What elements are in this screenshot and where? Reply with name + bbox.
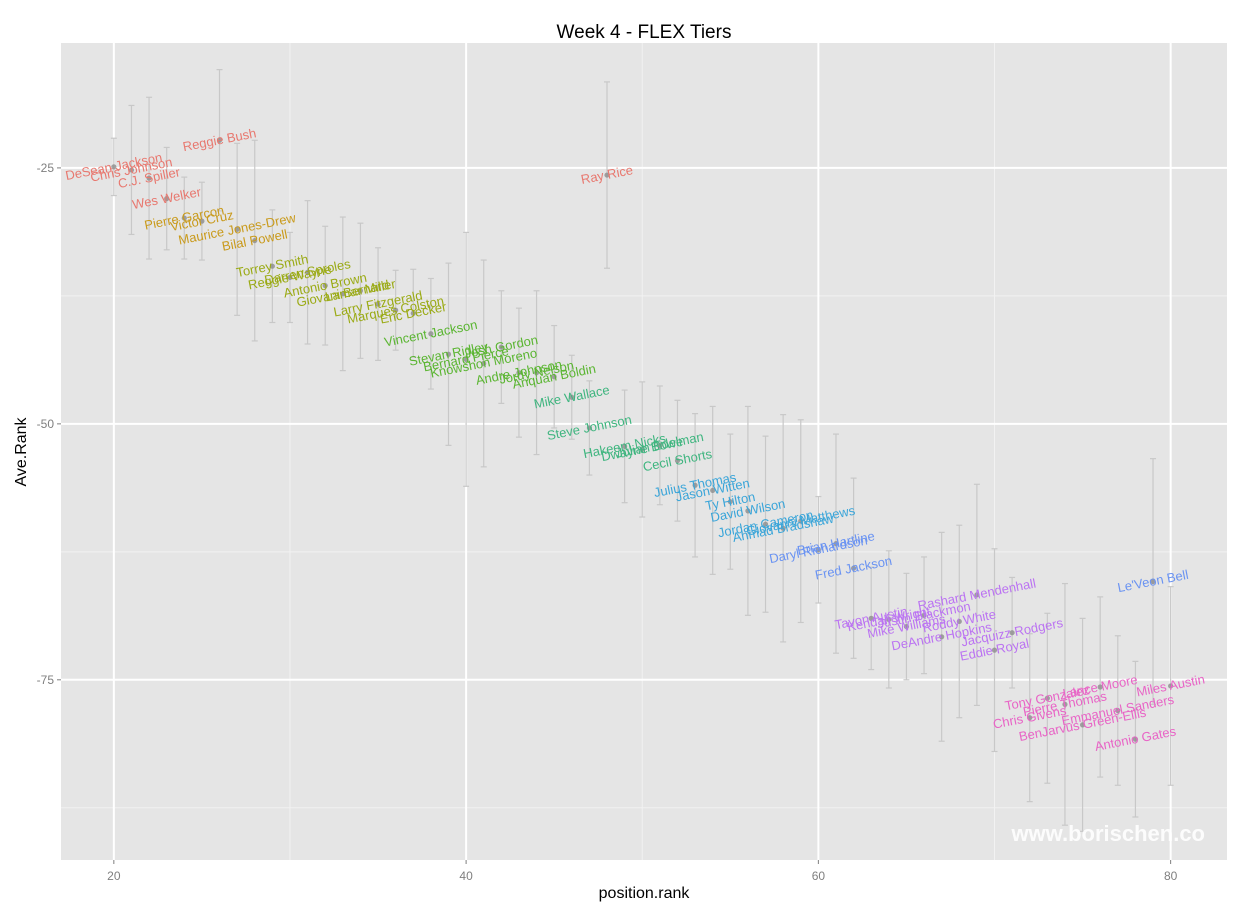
y-axis-ticks: -25 -50 -75 xyxy=(37,161,61,687)
data-point xyxy=(921,612,927,618)
data-point xyxy=(868,615,874,621)
data-point xyxy=(991,647,998,653)
data-point xyxy=(939,634,945,640)
y-axis-title: Ave.Rank xyxy=(13,416,30,486)
data-point xyxy=(463,356,469,362)
data-point xyxy=(569,394,575,400)
data-point xyxy=(833,541,839,547)
data-point xyxy=(498,344,504,350)
data-point xyxy=(622,443,628,449)
data-point xyxy=(1150,578,1156,585)
data-point xyxy=(1027,715,1033,721)
x-tick-label: 60 xyxy=(812,869,826,883)
data-point xyxy=(340,291,346,297)
watermark: www.borischen.co xyxy=(1010,821,1205,846)
data-point xyxy=(269,263,275,269)
x-axis-title: position.rank xyxy=(599,885,691,902)
data-point xyxy=(445,351,452,357)
data-point xyxy=(1044,695,1050,701)
x-tick-label: 20 xyxy=(107,869,121,883)
data-point xyxy=(886,616,892,623)
x-tick-label: 80 xyxy=(1164,869,1178,883)
data-point xyxy=(128,167,135,173)
data-point xyxy=(533,370,540,376)
data-point xyxy=(481,360,487,367)
data-point xyxy=(410,310,416,316)
data-point xyxy=(727,499,733,505)
data-point xyxy=(304,269,311,275)
data-point xyxy=(604,172,610,178)
data-point xyxy=(216,137,223,143)
data-point xyxy=(674,458,681,464)
y-tick-label: -50 xyxy=(37,417,55,431)
data-point xyxy=(586,425,592,431)
data-point xyxy=(287,274,293,281)
data-point xyxy=(956,618,962,625)
data-point xyxy=(393,307,399,313)
data-point xyxy=(234,226,240,232)
data-point xyxy=(375,301,381,307)
data-point xyxy=(164,196,170,202)
data-point xyxy=(111,164,117,170)
data-point xyxy=(710,487,716,494)
data-point xyxy=(850,565,857,571)
data-point xyxy=(639,446,645,453)
data-point xyxy=(146,175,152,181)
data-point xyxy=(199,218,205,224)
data-point xyxy=(815,547,821,553)
data-point xyxy=(974,592,980,598)
data-point xyxy=(357,288,364,294)
data-point xyxy=(1115,707,1121,714)
data-point xyxy=(428,331,434,337)
data-point xyxy=(181,215,187,221)
data-point xyxy=(1097,684,1103,690)
data-point xyxy=(903,623,910,630)
chart-title: Week 4 - FLEX Tiers xyxy=(557,22,732,43)
data-point xyxy=(1168,683,1174,689)
x-axis-ticks: 20 40 60 80 xyxy=(107,860,1178,883)
data-point xyxy=(322,283,328,289)
data-point xyxy=(252,237,258,244)
data-point xyxy=(1009,630,1015,636)
data-point xyxy=(516,370,522,376)
data-point xyxy=(780,525,786,531)
data-points xyxy=(111,137,1174,742)
data-point xyxy=(1132,736,1139,742)
data-point xyxy=(745,508,751,514)
data-point xyxy=(692,482,698,488)
data-point xyxy=(551,374,557,380)
x-tick-label: 40 xyxy=(459,869,473,883)
data-point xyxy=(798,518,804,524)
data-point xyxy=(1062,701,1068,707)
y-tick-label: -25 xyxy=(37,161,55,175)
data-point xyxy=(762,521,769,527)
y-tick-label: -75 xyxy=(37,673,55,687)
data-point xyxy=(1079,722,1086,728)
data-point xyxy=(657,442,663,448)
